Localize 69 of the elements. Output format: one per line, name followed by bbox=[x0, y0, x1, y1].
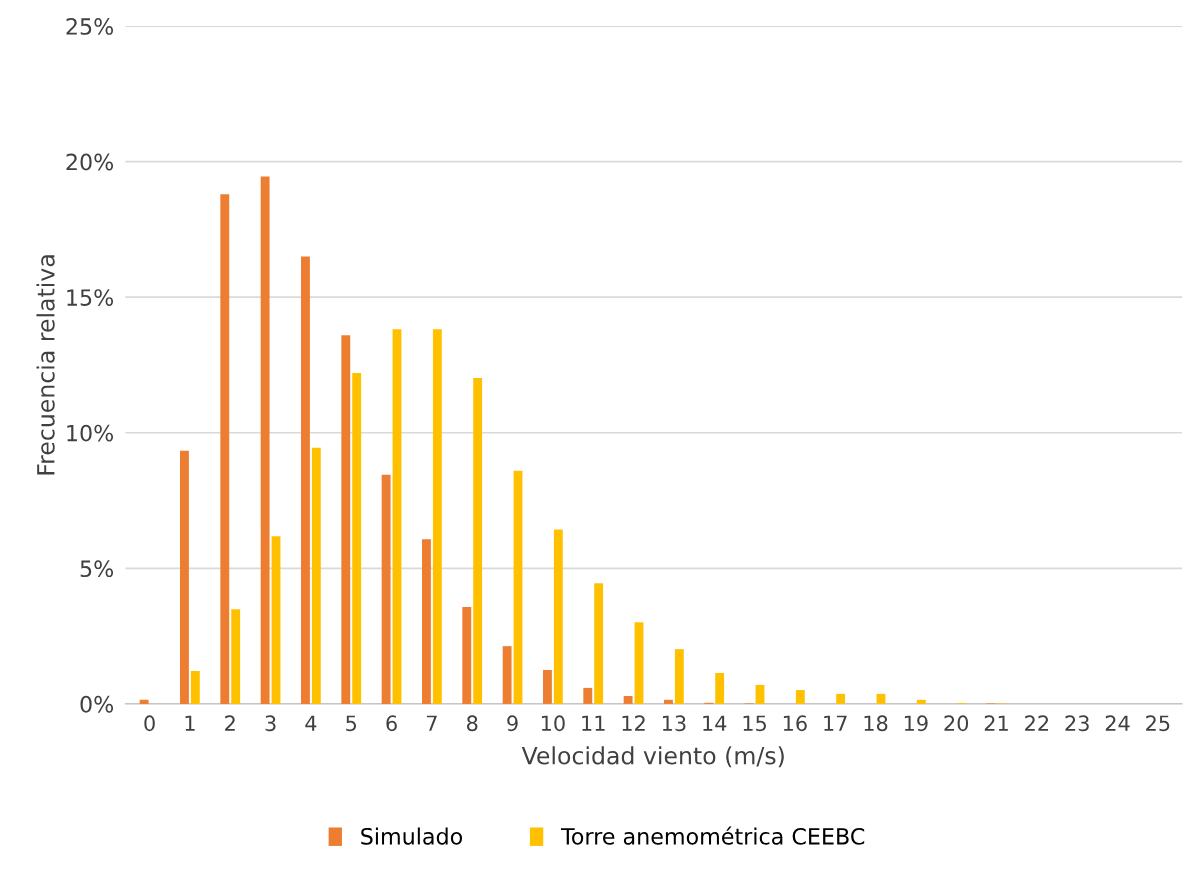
bar bbox=[634, 622, 644, 704]
x-tick-label: 9 bbox=[507, 715, 518, 732]
y-tick-label: 20% bbox=[66, 153, 114, 171]
y-tick-label: 25% bbox=[66, 18, 114, 35]
bar bbox=[432, 329, 442, 704]
bar bbox=[301, 256, 310, 704]
x-tick-label: 20 bbox=[944, 715, 969, 732]
x-tick-label: 14 bbox=[703, 715, 727, 731]
bar bbox=[553, 529, 563, 704]
x-tick-label: 19 bbox=[904, 715, 928, 732]
y-tick-label: 10% bbox=[67, 424, 114, 442]
bar bbox=[260, 176, 270, 704]
x-tick-label: 18 bbox=[864, 715, 888, 732]
x-tick-label: 15 bbox=[743, 715, 766, 732]
bar bbox=[583, 687, 593, 704]
x-tick-label: 21 bbox=[984, 715, 1008, 731]
y-axis-title: Frecuencia relativa bbox=[36, 255, 55, 475]
bar bbox=[381, 474, 391, 704]
bar bbox=[220, 194, 230, 704]
bar bbox=[392, 329, 402, 704]
bar bbox=[271, 536, 281, 704]
x-tick-label: 13 bbox=[662, 715, 686, 732]
x-tick-label: 1 bbox=[185, 715, 195, 731]
x-tick-label: 6 bbox=[386, 715, 397, 732]
bar bbox=[715, 672, 725, 704]
bar bbox=[836, 693, 846, 704]
bar bbox=[916, 699, 926, 704]
bar bbox=[664, 699, 673, 704]
x-tick-label: 25 bbox=[1146, 715, 1170, 732]
bar bbox=[311, 447, 321, 704]
y-tick-label: 15% bbox=[67, 289, 114, 306]
bar bbox=[623, 696, 633, 704]
x-tick-label: 4 bbox=[305, 715, 317, 731]
bar bbox=[795, 690, 805, 704]
x-tick-label: 24 bbox=[1105, 715, 1130, 731]
x-tick-label: 8 bbox=[467, 715, 478, 732]
legend-label: Simulado bbox=[361, 827, 463, 845]
bar bbox=[594, 583, 604, 704]
bar bbox=[473, 377, 483, 704]
x-tick-label: 17 bbox=[824, 715, 847, 731]
bar bbox=[180, 450, 189, 704]
bar bbox=[876, 693, 886, 704]
x-tick-label: 12 bbox=[622, 715, 645, 731]
x-tick-label: 2 bbox=[225, 715, 235, 731]
y-tick-label: 5% bbox=[80, 560, 114, 578]
bar bbox=[502, 646, 512, 704]
x-tick-label: 0 bbox=[144, 715, 155, 732]
x-tick-label: 16 bbox=[783, 715, 807, 732]
bar bbox=[190, 671, 200, 704]
x-tick-label: 10 bbox=[541, 715, 565, 732]
bar bbox=[422, 539, 431, 704]
y-tick-label: 0% bbox=[80, 695, 114, 713]
x-axis-title: Velocidad viento (m/s) bbox=[521, 746, 784, 768]
bar bbox=[231, 609, 241, 704]
x-tick-label: 23 bbox=[1065, 715, 1089, 732]
x-tick-label: 5 bbox=[346, 715, 357, 732]
bar bbox=[674, 649, 684, 704]
legend-label: Torre anemométrica CEEBC bbox=[560, 826, 865, 845]
bar bbox=[139, 699, 149, 704]
bar bbox=[462, 607, 472, 704]
bar bbox=[755, 684, 765, 704]
x-tick-label: 22 bbox=[1025, 715, 1049, 731]
x-tick-label: 7 bbox=[426, 715, 437, 731]
bar bbox=[352, 373, 362, 704]
x-tick-label: 11 bbox=[582, 715, 605, 731]
x-tick-label: 3 bbox=[265, 715, 276, 732]
bar bbox=[513, 470, 523, 704]
bar bbox=[341, 335, 351, 704]
bar bbox=[543, 670, 552, 704]
